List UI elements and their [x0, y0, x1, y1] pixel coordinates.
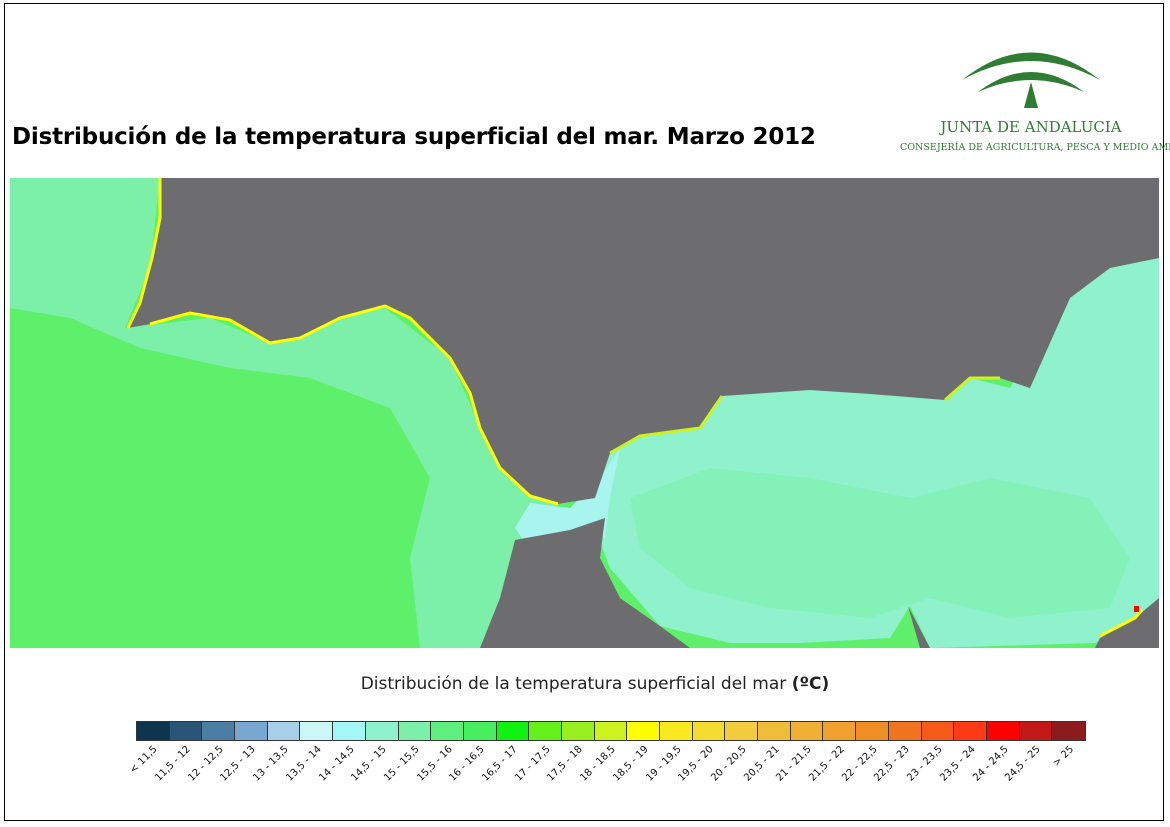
- legend-swatch: [790, 722, 824, 740]
- legend-label: 23,5 - 24: [938, 744, 978, 784]
- legend-label: 15 - 15,5: [382, 744, 422, 784]
- sea-temperature-map: [10, 178, 1159, 648]
- legend-swatch: [333, 722, 366, 740]
- legend-swatch: [496, 722, 530, 740]
- warm-coastline-edge: [126, 178, 559, 506]
- legend-swatch: [856, 722, 889, 740]
- legend-swatch: [529, 722, 562, 740]
- legend-label: 18,5 - 19: [611, 744, 651, 784]
- legend-label: 13,5 - 14: [284, 744, 324, 784]
- andalucia-emblem-icon: [962, 52, 1100, 108]
- legend-swatch: [398, 722, 432, 740]
- legend-labels: < 11,5 11,5 - 12 12 - 12,5 12,5 - 13 13 - 13…: [128, 744, 1086, 794]
- legend-unit: (ºC): [791, 674, 830, 694]
- logo-subtitle: CONSEJERÍA DE AGRICULTURA, PESCA Y MEDIO…: [900, 142, 1170, 153]
- legend-label: 13 - 13,5: [251, 744, 291, 784]
- legend-swatch: [267, 722, 301, 740]
- legend-label: 21,5 - 22: [807, 744, 847, 784]
- logo-name: JUNTA DE ANDALUCIA: [940, 118, 1122, 136]
- legend-swatch: [594, 722, 628, 740]
- alboran-inner: [630, 468, 1130, 618]
- legend-swatch: [921, 722, 955, 740]
- legend-swatch: [235, 722, 268, 740]
- legend-swatch: [888, 722, 922, 740]
- legend-swatch: [365, 722, 399, 740]
- legend-swatch: [725, 722, 759, 740]
- junta-de-andalucia-logo: JUNTA DE ANDALUCIA CONSEJERÍA DE AGRICUL…: [900, 30, 1170, 160]
- legend-label: 11,5 - 12: [153, 744, 193, 784]
- legend-swatch: [1052, 722, 1085, 740]
- legend-swatch: [758, 722, 791, 740]
- legend-swatch: [300, 722, 334, 740]
- iberian-peninsula-land: [128, 178, 1159, 504]
- legend-swatch: [431, 722, 464, 740]
- legend-swatch: [202, 722, 236, 740]
- legend-color-bar: [136, 721, 1086, 741]
- legend-swatch: [1019, 722, 1053, 740]
- legend-label: 18 - 18,5: [578, 744, 618, 784]
- legend-swatch: [137, 722, 170, 740]
- legend-swatch: [463, 722, 497, 740]
- legend-swatch: [561, 722, 595, 740]
- legend-swatch: [986, 722, 1020, 740]
- legend-swatch: [627, 722, 660, 740]
- legend-label: 16,5 - 17: [480, 744, 520, 784]
- legend-swatch: [954, 722, 987, 740]
- legend-label: 23 - 23,5: [905, 744, 945, 784]
- legend-swatch: [660, 722, 693, 740]
- page-title: Distribución de la temperatura superfici…: [12, 124, 816, 150]
- legend-label: > 25: [1051, 744, 1077, 769]
- legend-title: Distribución de la temperatura superfici…: [0, 674, 1170, 694]
- hotspot: [1134, 606, 1139, 612]
- legend-swatch: [169, 722, 203, 740]
- north-africa-land-west: [480, 518, 690, 648]
- warm-coastline-edge-med: [609, 376, 1000, 455]
- north-africa-land-east: [908, 606, 930, 648]
- legend-swatch: [692, 722, 726, 740]
- legend-label: 20 - 20,5: [709, 744, 749, 784]
- legend-title-text: Distribución de la temperatura superfici…: [360, 674, 787, 694]
- legend-swatch: [823, 722, 857, 740]
- warm-coastline-africa: [1099, 609, 1144, 638]
- coastal-band-atlantic: [10, 178, 570, 648]
